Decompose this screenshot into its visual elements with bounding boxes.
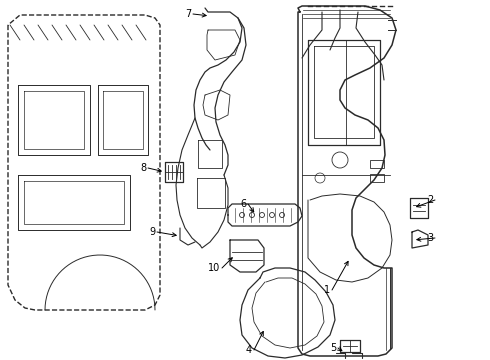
Text: 6: 6	[240, 199, 246, 209]
Bar	[370, 160, 384, 168]
Text: 7: 7	[185, 9, 191, 19]
Text: 1: 1	[324, 285, 330, 295]
Text: 9: 9	[149, 227, 155, 237]
Text: 10: 10	[208, 263, 220, 273]
Text: 5: 5	[330, 343, 336, 353]
Bar	[370, 174, 384, 182]
Text: 8: 8	[140, 163, 146, 173]
Text: 2: 2	[427, 195, 433, 205]
Text: 4: 4	[246, 345, 252, 355]
Text: 3: 3	[427, 233, 433, 243]
